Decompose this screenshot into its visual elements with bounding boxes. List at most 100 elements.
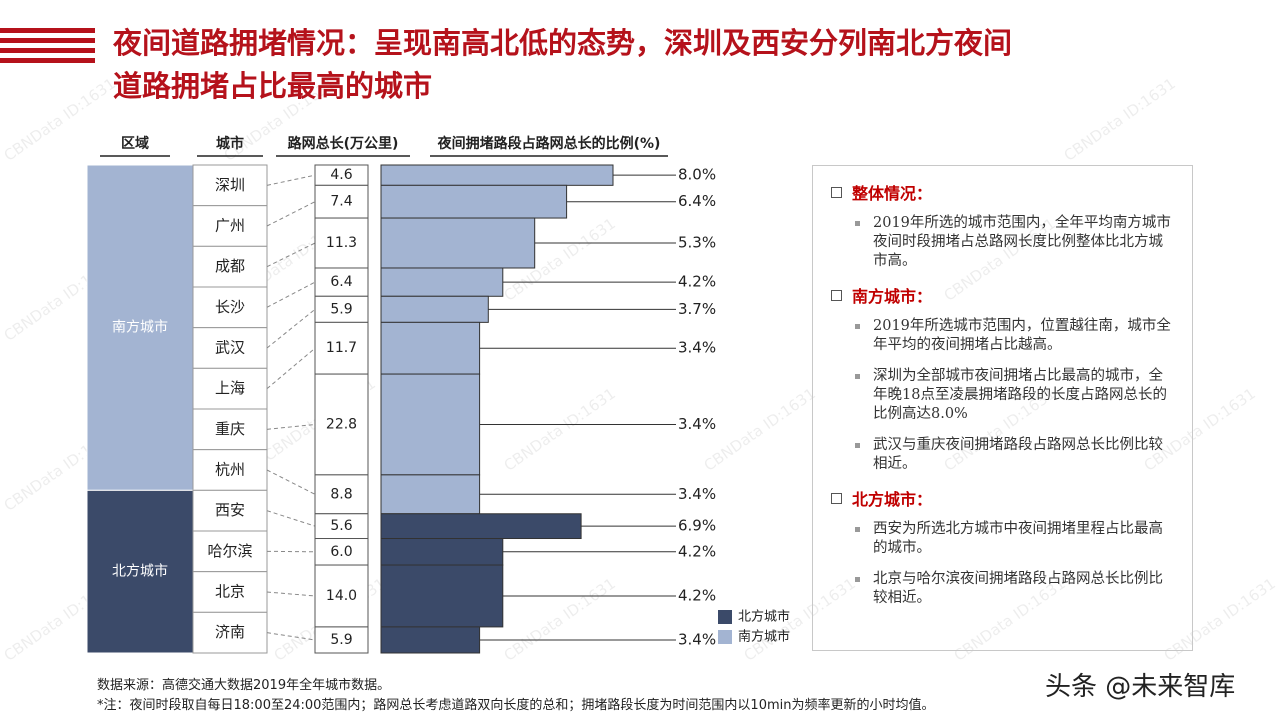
title-stripe xyxy=(0,28,95,33)
bar xyxy=(380,295,489,323)
city-label: 杭州 xyxy=(215,461,245,479)
city-cell xyxy=(192,611,268,654)
heading-text: 北方城市： xyxy=(852,490,933,509)
bullet-item: 武汉与重庆夜间拥堵路段占路网总长比例比较相近。 xyxy=(855,436,1174,474)
title: 夜间道路拥堵情况：呈现南高北低的态势，深圳及西安分列南北方夜间 xyxy=(112,26,1012,60)
bullet-item: 深圳为全部城市夜间拥堵占比最高的城市，全年晚18点至凌晨拥堵路段的长度占路网总长… xyxy=(855,367,1174,424)
section-heading: 整体情况： xyxy=(831,180,1174,204)
column-header: 路网总长(万公里) xyxy=(288,135,399,152)
road-length-box xyxy=(314,538,369,566)
bar xyxy=(380,321,481,375)
road-length-label: 5.9 xyxy=(330,301,352,317)
city-cell xyxy=(192,571,268,613)
bullet-item: 西安为所选北方城市中夜间拥堵里程占比最高的城市。 xyxy=(855,520,1174,558)
city-label: 北京 xyxy=(215,583,245,601)
column-header: 区域 xyxy=(121,135,149,152)
connector xyxy=(266,469,316,495)
source: 数据来源：高德交通大数据2019年全年城市数据。 xyxy=(97,678,391,693)
bar xyxy=(380,267,504,297)
connector xyxy=(266,201,316,227)
connector xyxy=(266,423,316,430)
road-length-label: 5.9 xyxy=(330,632,352,648)
city-label: 济南 xyxy=(215,623,245,641)
city-cell xyxy=(192,245,268,288)
city-cell xyxy=(192,530,268,573)
heading-icon xyxy=(831,187,842,198)
road-length-label: 11.7 xyxy=(326,340,357,356)
value-label: 4.2% xyxy=(678,586,716,604)
connector xyxy=(266,242,316,268)
road-length-box xyxy=(314,321,369,375)
value-label: 4.2% xyxy=(678,542,716,560)
summary-panel: 整体情况： 2019年所选的城市范围内，全年平均南方城市夜间时段拥堵占总路网长度比… xyxy=(812,165,1193,651)
road-length-label: 4.6 xyxy=(330,167,352,183)
value-label: 3.4% xyxy=(678,485,716,503)
bullet-item: 北京与哈尔滨夜间拥堵路段占路网总长比例比较相近。 xyxy=(855,570,1174,608)
road-length-box xyxy=(314,267,369,297)
city-label: 哈尔滨 xyxy=(207,542,252,560)
road-length-box xyxy=(314,626,369,654)
region-cell xyxy=(86,489,194,654)
road-length-box xyxy=(314,564,369,628)
column-header: 城市 xyxy=(216,135,244,152)
city-label: 成都 xyxy=(215,257,245,275)
section-heading: 南方城市： xyxy=(831,283,1174,307)
heading-icon xyxy=(831,290,842,301)
bar xyxy=(380,217,536,269)
city-label: 上海 xyxy=(215,379,245,397)
value-label: 3.4% xyxy=(678,630,716,648)
city-label: 重庆 xyxy=(215,420,245,438)
bullet-item: 2019年所选城市范围内，位置越往南，城市全年平均的夜间拥堵占比越高。 xyxy=(855,317,1174,355)
value-label: 4.2% xyxy=(678,273,716,291)
road-length-label: 14.0 xyxy=(326,588,357,604)
connector xyxy=(266,632,316,641)
road-length-label: 11.3 xyxy=(326,235,357,251)
road-length-label: 6.4 xyxy=(330,274,352,290)
watermark: CBNData ID:1631 xyxy=(1,74,119,164)
connector xyxy=(266,174,316,186)
road-length-box xyxy=(314,513,369,540)
road-length-box xyxy=(314,474,369,515)
road-length-label: 8.8 xyxy=(330,486,352,502)
bar xyxy=(380,373,481,476)
city-cell xyxy=(192,408,268,451)
connector xyxy=(266,510,316,527)
title: 道路拥堵占比最高的城市 xyxy=(113,69,432,103)
watermark: CBNData ID:1631 xyxy=(1061,74,1179,164)
region-cell xyxy=(86,164,194,491)
value-label: 3.4% xyxy=(678,415,716,433)
heading-text: 南方城市： xyxy=(852,287,933,306)
connector xyxy=(266,347,316,390)
bar xyxy=(380,513,582,540)
value-label: 6.4% xyxy=(678,192,716,210)
value-label: 8.0% xyxy=(678,166,716,184)
watermark: CBNData ID:1631 xyxy=(701,384,819,474)
legend-label: 北方城市 xyxy=(738,609,790,625)
region-label: 南方城市 xyxy=(112,319,168,336)
city-label: 广州 xyxy=(215,217,245,235)
legend-swatch xyxy=(718,610,732,624)
city-label: 深圳 xyxy=(215,176,245,194)
bullet-item: 2019年所选的城市范围内，全年平均南方城市夜间时段拥堵占总路网长度比例整体比北… xyxy=(855,214,1174,271)
bar xyxy=(380,538,504,566)
value-label: 3.4% xyxy=(678,339,716,357)
title-stripe xyxy=(0,48,95,53)
road-length-label: 7.4 xyxy=(330,194,352,210)
road-length-label: 22.8 xyxy=(326,416,357,432)
section-heading: 北方城市： xyxy=(831,486,1174,510)
legend-label: 南方城市 xyxy=(738,629,790,645)
city-cell xyxy=(192,367,268,410)
value-label: 5.3% xyxy=(678,234,716,252)
note: *注：夜间时段取自每日18:00至24:00范围内；路网总长考虑道路双向长度的总… xyxy=(97,698,935,713)
bar xyxy=(380,164,614,186)
heading-icon xyxy=(831,493,842,504)
column-header: 夜间拥堵路段占路网总长的比例(%) xyxy=(437,135,661,152)
watermark: CBNData ID:1631 xyxy=(501,384,619,474)
credit: 头条 @未来智库 xyxy=(1045,672,1236,702)
bar xyxy=(380,626,481,654)
city-cell xyxy=(192,164,268,207)
connector xyxy=(266,591,316,597)
title-stripe xyxy=(0,58,95,63)
